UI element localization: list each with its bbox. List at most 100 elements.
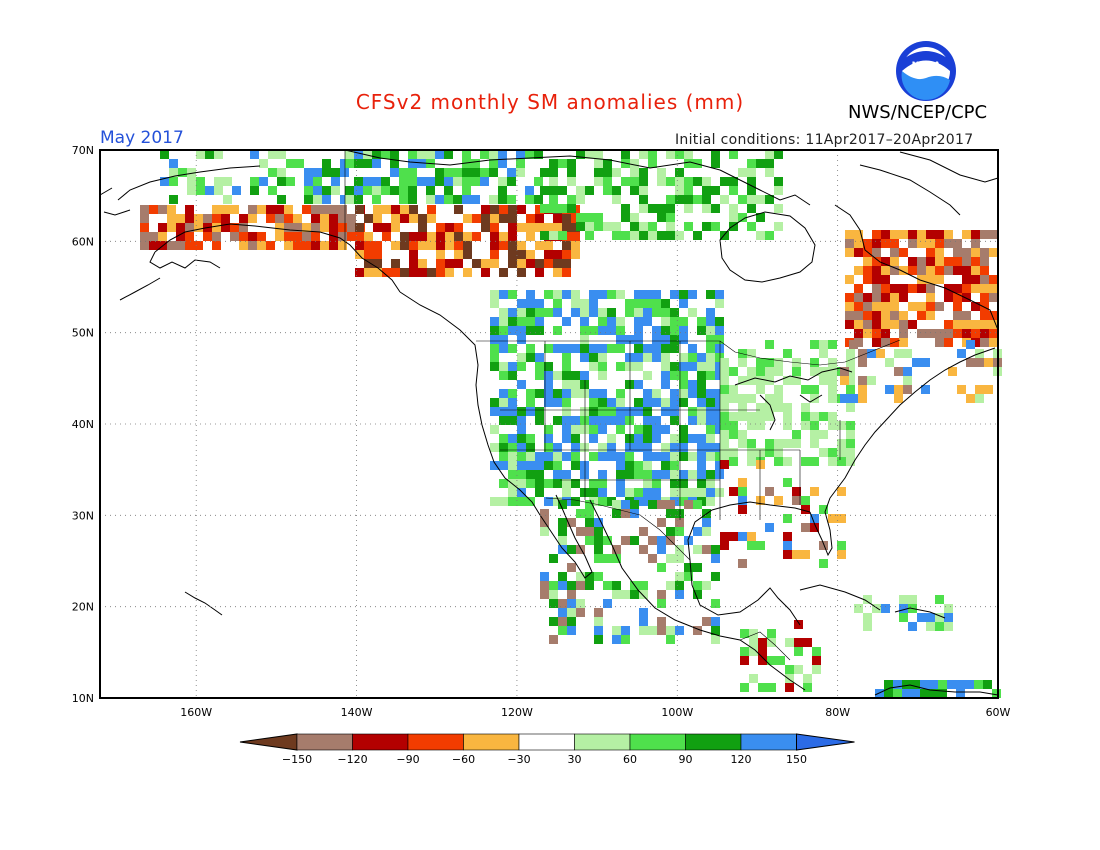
- anomaly-cell: [740, 656, 749, 665]
- anomaly-cell: [355, 268, 364, 277]
- anomaly-cell: [747, 421, 756, 430]
- anomaly-cell: [313, 195, 322, 204]
- anomaly-cell: [517, 380, 526, 389]
- anomaly-cell: [540, 590, 549, 599]
- anomaly-cell: [257, 241, 266, 250]
- anomaly-cell: [598, 452, 607, 461]
- anomaly-cell: [418, 223, 427, 232]
- colorbar-left-arrow: [239, 733, 298, 751]
- anomaly-cell: [944, 320, 953, 329]
- anomaly-cell: [535, 317, 544, 326]
- anomaly-cell: [562, 241, 571, 250]
- anomaly-cell: [400, 268, 409, 277]
- anomaly-cell: [810, 523, 819, 532]
- lat-tick-label: 20N: [72, 601, 94, 614]
- anomaly-cell: [648, 554, 657, 563]
- anomaly-cell: [706, 371, 715, 380]
- anomaly-cell: [490, 205, 499, 214]
- anomaly-cell: [187, 168, 196, 177]
- anomaly-cell: [444, 186, 453, 195]
- anomaly-cell: [688, 470, 697, 479]
- anomaly-cell: [962, 320, 971, 329]
- lat-tick-label: 40N: [72, 418, 94, 431]
- anomaly-cell: [517, 308, 526, 317]
- anomaly-cell: [223, 195, 232, 204]
- anomaly-cell: [169, 177, 178, 186]
- anomaly-cell: [801, 421, 810, 430]
- anomaly-cell: [845, 239, 854, 248]
- anomaly-cell: [594, 518, 603, 527]
- anomaly-cell: [286, 159, 295, 168]
- anomaly-cell: [872, 311, 881, 320]
- anomaly-cell: [616, 389, 625, 398]
- anomaly-cell: [630, 159, 639, 168]
- anomaly-cell: [774, 222, 783, 231]
- anomaly-cell: [481, 205, 490, 214]
- anomaly-cell: [675, 590, 684, 599]
- anomaly-cell: [935, 257, 944, 266]
- anomaly-cell: [639, 617, 648, 626]
- anomaly-cell: [715, 470, 724, 479]
- anomaly-cell: [899, 266, 908, 275]
- anomaly-cell: [567, 545, 576, 554]
- anomaly-cell: [322, 168, 331, 177]
- anomaly-cell: [562, 259, 571, 268]
- anomaly-cell: [553, 470, 562, 479]
- anomaly-cell: [881, 338, 890, 347]
- anomaly-cell: [526, 214, 535, 223]
- anomaly-cell: [508, 259, 517, 268]
- anomaly-cell: [854, 320, 863, 329]
- anomaly-cell: [322, 195, 331, 204]
- anomaly-cell: [711, 545, 720, 554]
- anomaly-cell: [544, 371, 553, 380]
- anomaly-cell: [776, 656, 785, 665]
- anomaly-cell: [517, 416, 526, 425]
- anomaly-cell: [881, 302, 890, 311]
- anomaly-cell: [516, 168, 525, 177]
- anomaly-cell: [643, 425, 652, 434]
- anomaly-cell: [962, 293, 971, 302]
- anomaly-cell: [585, 500, 594, 509]
- anomaly-cell: [517, 268, 526, 277]
- anomaly-cell: [284, 205, 293, 214]
- anomaly-cell: [508, 308, 517, 317]
- anomaly-cell: [535, 214, 544, 223]
- anomaly-cell: [715, 443, 724, 452]
- anomaly-cell: [354, 159, 363, 168]
- anomaly-cell: [320, 241, 329, 250]
- anomaly-cell: [863, 266, 872, 275]
- anomaly-cell: [329, 223, 338, 232]
- anomaly-cell: [508, 344, 517, 353]
- anomaly-cell: [738, 496, 747, 505]
- anomaly-cell: [444, 168, 453, 177]
- anomaly-cell: [364, 259, 373, 268]
- anomaly-cell: [266, 214, 275, 223]
- anomaly-cell: [499, 232, 508, 241]
- anomaly-cell: [499, 479, 508, 488]
- anomaly-cell: [935, 239, 944, 248]
- anomaly-cell: [607, 407, 616, 416]
- anomaly-cell: [409, 259, 418, 268]
- anomaly-cell: [471, 177, 480, 186]
- anomaly-cell: [729, 457, 738, 466]
- anomaly-cell: [854, 329, 863, 338]
- anomaly-cell: [304, 168, 313, 177]
- anomaly-cell: [956, 689, 965, 698]
- anomaly-cell: [499, 205, 508, 214]
- anomaly-cell: [571, 380, 580, 389]
- anomaly-cell: [679, 335, 688, 344]
- anomaly-cell: [921, 385, 930, 394]
- anomaly-cell: [490, 259, 499, 268]
- anomaly-cell: [657, 518, 666, 527]
- anomaly-cell: [408, 150, 417, 159]
- anomaly-cell: [526, 290, 535, 299]
- anomaly-cell: [571, 241, 580, 250]
- anomaly-cell: [765, 231, 774, 240]
- anomaly-cell: [544, 398, 553, 407]
- anomaly-cell: [715, 353, 724, 362]
- anomaly-cell: [666, 177, 675, 186]
- anomaly-cell: [160, 150, 169, 159]
- anomaly-cell: [684, 222, 693, 231]
- anomaly-cell: [436, 259, 445, 268]
- anomaly-cell: [435, 195, 444, 204]
